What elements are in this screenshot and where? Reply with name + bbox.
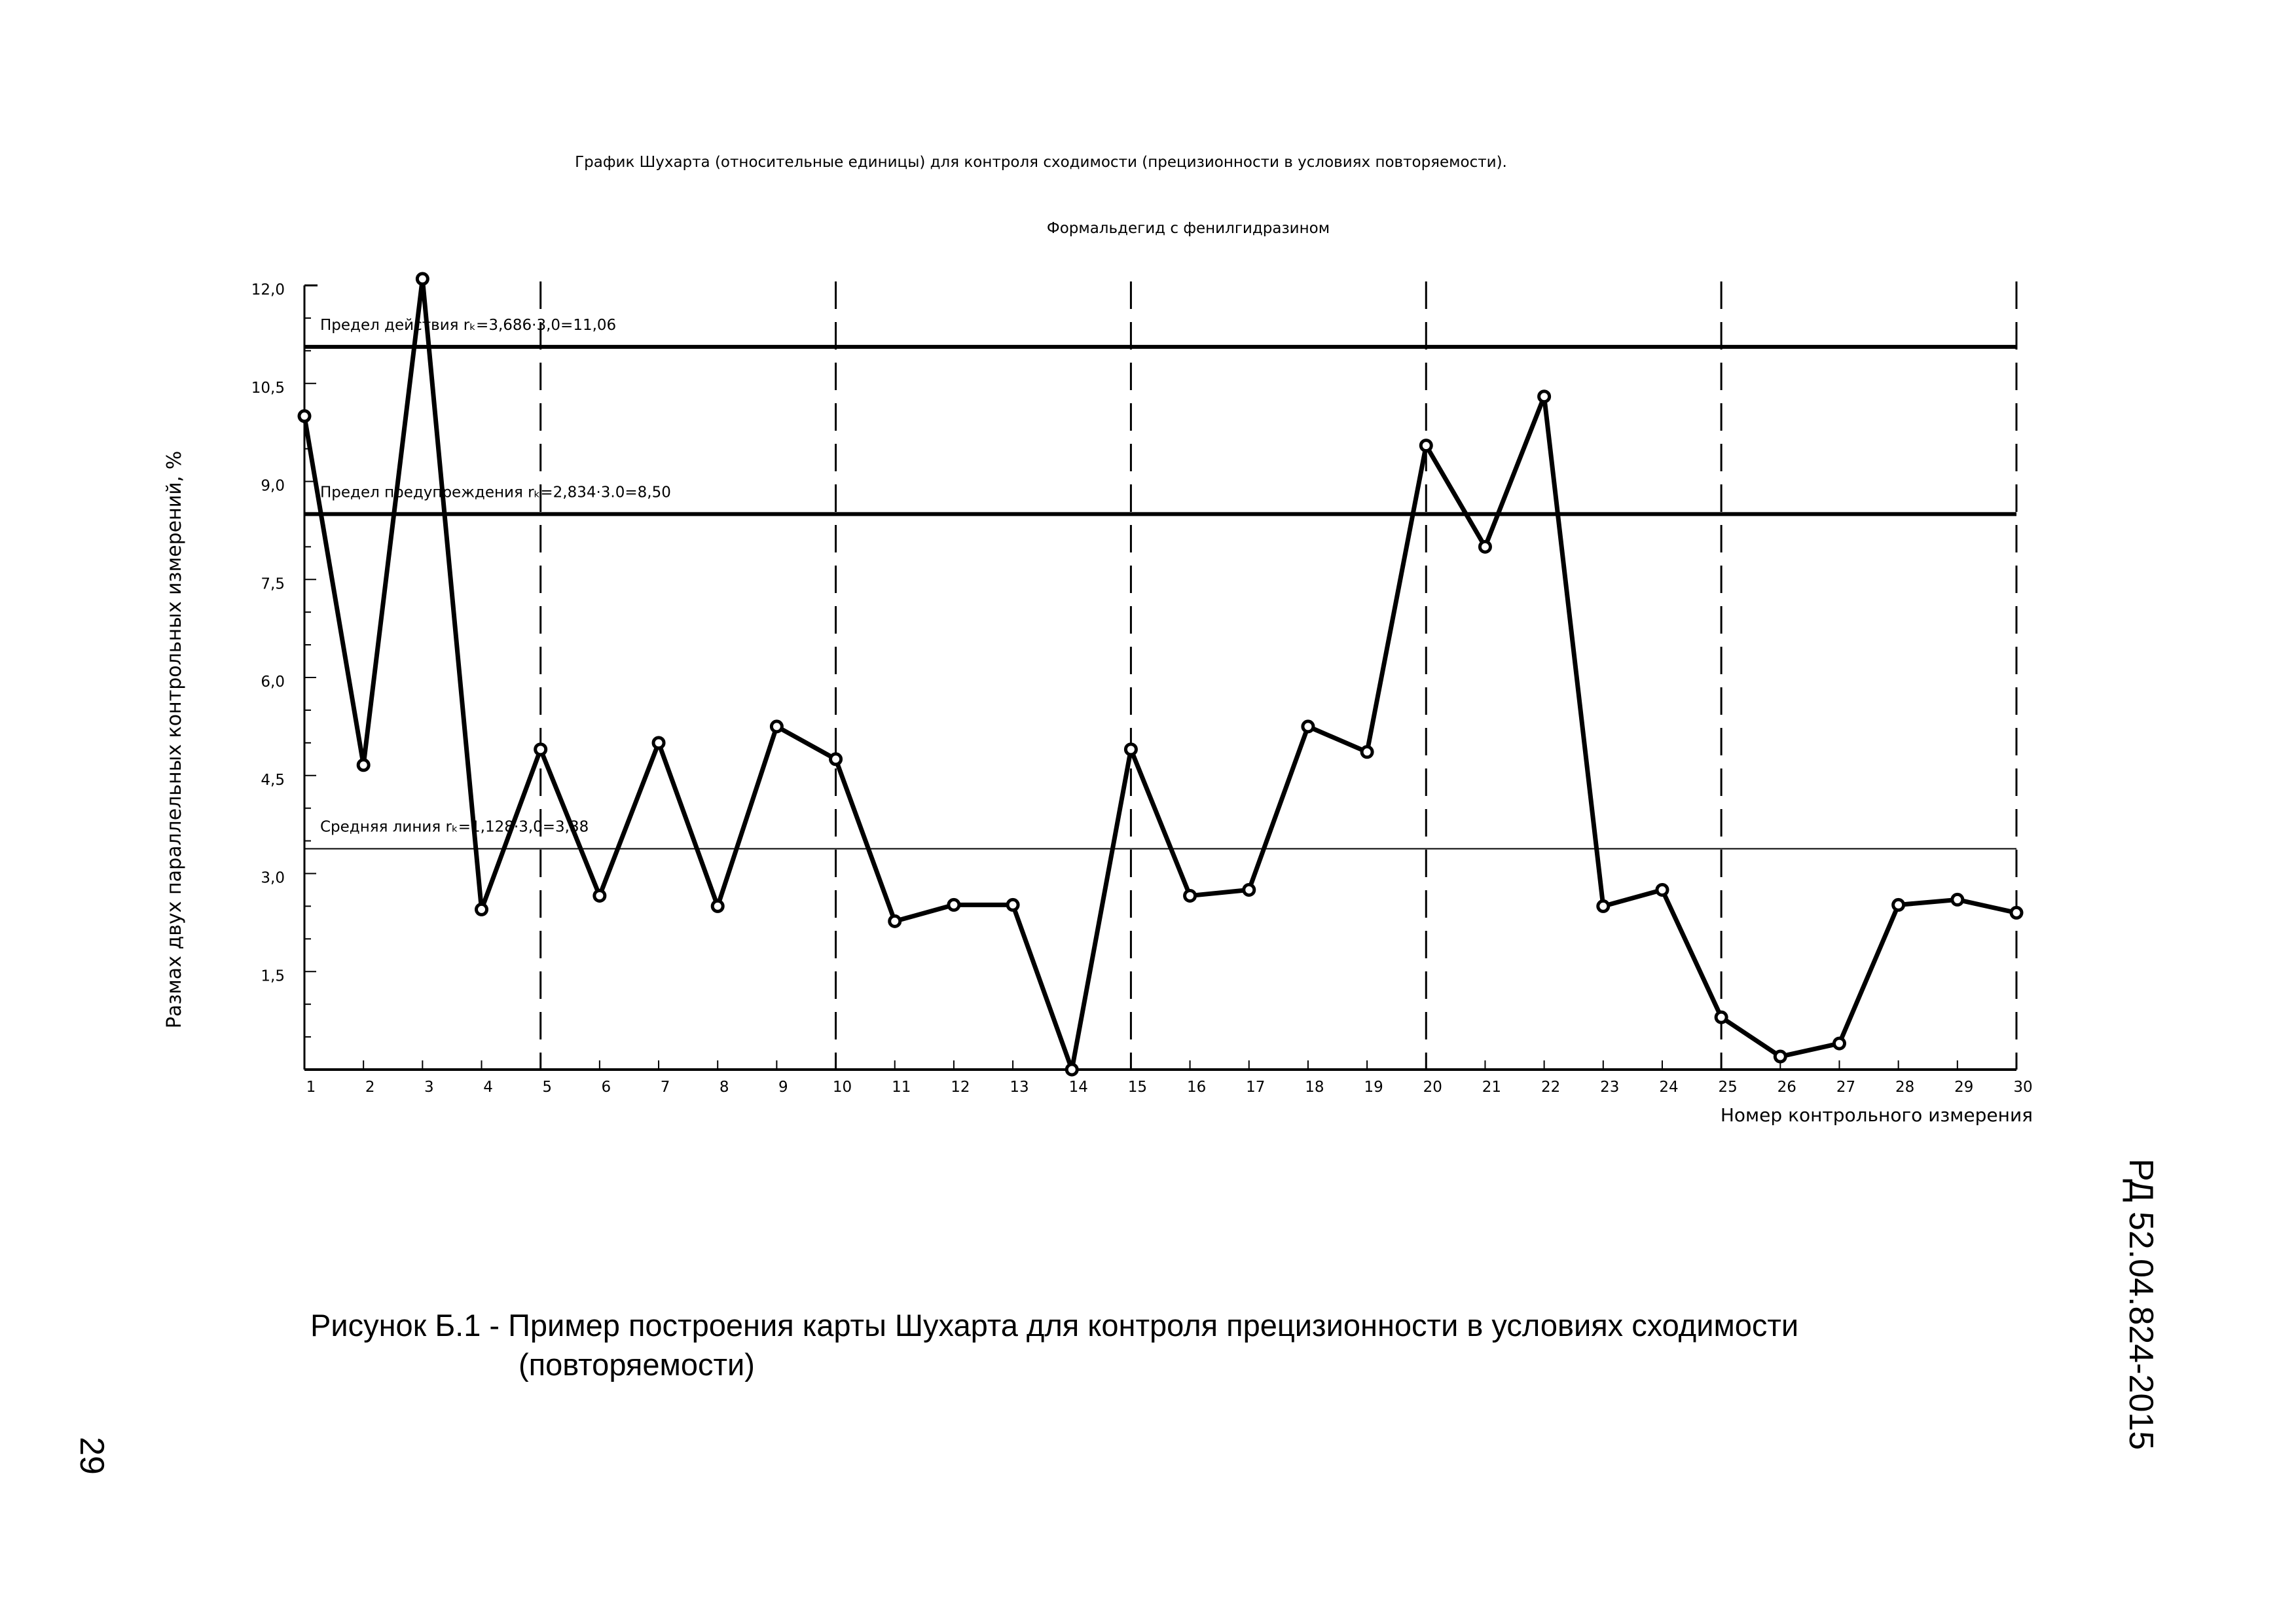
x-tick-label: 20 bbox=[1423, 1079, 1442, 1096]
series-line bbox=[302, 276, 2017, 1072]
figure-caption: Рисунок Б.1 - Пример построения карты Шу… bbox=[310, 1306, 1798, 1384]
data-point bbox=[1242, 882, 1256, 897]
x-tick-label: 8 bbox=[720, 1079, 729, 1096]
data-point bbox=[710, 899, 725, 913]
data-point bbox=[947, 897, 961, 912]
y-axis-label: Размах двух параллельных контрольных изм… bbox=[163, 451, 186, 1029]
page-number: 29 bbox=[73, 1437, 111, 1475]
data-point bbox=[829, 752, 843, 767]
x-tick-label: 4 bbox=[483, 1079, 493, 1096]
x-tick-label: 24 bbox=[1659, 1079, 1678, 1096]
y-tick-label: 6,0 bbox=[261, 674, 285, 691]
data-series bbox=[297, 272, 2024, 1077]
y-tick-label: 12,0 bbox=[251, 281, 285, 298]
x-tick-label: 27 bbox=[1836, 1079, 1855, 1096]
data-point bbox=[651, 736, 666, 750]
data-point bbox=[1419, 439, 1433, 453]
x-tick-label: 26 bbox=[1777, 1079, 1796, 1096]
x-tick-label: 22 bbox=[1541, 1079, 1560, 1096]
x-tick-label: 15 bbox=[1128, 1079, 1147, 1096]
data-point bbox=[2009, 905, 2024, 920]
x-tick-label: 12 bbox=[951, 1079, 970, 1096]
x-tick-label: 9 bbox=[778, 1079, 788, 1096]
caption-line-1: Рисунок Б.1 - Пример построения карты Шу… bbox=[310, 1308, 1799, 1343]
x-tick-label: 29 bbox=[1954, 1079, 1973, 1096]
data-point bbox=[1301, 719, 1315, 734]
x-tick-label: 19 bbox=[1364, 1079, 1383, 1096]
data-point bbox=[1006, 897, 1020, 912]
data-point bbox=[888, 914, 902, 928]
y-tick-label: 7,5 bbox=[261, 575, 285, 592]
data-point bbox=[769, 719, 784, 734]
x-tick-label: 6 bbox=[602, 1079, 611, 1096]
data-point bbox=[415, 272, 429, 286]
axes bbox=[303, 281, 2018, 1071]
x-tick-label: 13 bbox=[1010, 1079, 1029, 1096]
x-tick-label: 7 bbox=[661, 1079, 670, 1096]
x-tick-label: 25 bbox=[1718, 1079, 1737, 1096]
y-tick-label: 1,5 bbox=[261, 967, 285, 984]
data-point bbox=[1123, 742, 1138, 757]
reference-line-label: Предел предупреждения rₖ=2,834·3.0=8,50 bbox=[320, 484, 671, 501]
data-point bbox=[1183, 888, 1197, 903]
reference-line-label: Средняя линия rₖ=1,128·3,0=3,38 bbox=[320, 819, 589, 836]
x-tick-labels: 1 2 3 4 5 6 7 8 9 10 11 12 13 14 15 16 17 18 19 20 21 22 23 24 2… bbox=[306, 1079, 2033, 1096]
data-point bbox=[534, 742, 548, 757]
x-tick-label: 18 bbox=[1305, 1079, 1324, 1096]
x-tick-label: 1 bbox=[306, 1079, 316, 1096]
data-point bbox=[1950, 892, 1965, 907]
reference-line-label: Предел действия rₖ=3,686·3,0=11,06 bbox=[320, 317, 616, 334]
data-point bbox=[1832, 1036, 1846, 1051]
x-tick-label: 14 bbox=[1069, 1079, 1088, 1096]
x-tick-label: 5 bbox=[542, 1079, 552, 1096]
y-tick-label: 3,0 bbox=[261, 870, 285, 887]
y-tick-label: 9,0 bbox=[261, 478, 285, 495]
data-point bbox=[356, 758, 371, 772]
data-point bbox=[1596, 899, 1611, 913]
caption-line-2: (повторяемости) bbox=[519, 1347, 755, 1382]
y-tick-label: 10,5 bbox=[251, 380, 285, 397]
data-point bbox=[1537, 389, 1552, 404]
x-tick-label: 16 bbox=[1187, 1079, 1206, 1096]
data-point bbox=[475, 902, 489, 916]
y-tick-labels: 1,5 3,0 4,5 6,0 7,5 9,0 10,5 12,0 bbox=[251, 281, 285, 984]
x-tick-label: 28 bbox=[1895, 1079, 1914, 1096]
reference-lines: Предел действия rₖ=3,686·3,0=11,06 Предел… bbox=[304, 317, 2016, 850]
data-point bbox=[1714, 1010, 1728, 1024]
x-tick-label: 30 bbox=[2013, 1079, 2032, 1096]
data-point bbox=[297, 409, 312, 424]
data-point bbox=[1065, 1062, 1079, 1077]
x-tick-label: 21 bbox=[1482, 1079, 1501, 1096]
x-tick-label: 10 bbox=[833, 1079, 852, 1096]
document-code: РД 52.04.824-2015 bbox=[2122, 1159, 2160, 1451]
x-tick-label: 2 bbox=[365, 1079, 375, 1096]
data-point bbox=[1655, 882, 1669, 897]
data-point bbox=[1773, 1049, 1787, 1064]
data-point bbox=[1478, 539, 1492, 554]
x-tick-label: 23 bbox=[1600, 1079, 1619, 1096]
x-tick-label: 17 bbox=[1246, 1079, 1265, 1096]
x-tick-label: 11 bbox=[892, 1079, 911, 1096]
x-axis-label: Номер контрольного измерения bbox=[1721, 1104, 2033, 1126]
data-point bbox=[592, 888, 607, 903]
chart-title: График Шухарта (относительные единицы) д… bbox=[575, 154, 1507, 171]
data-point bbox=[1360, 745, 1374, 759]
x-tick-label: 3 bbox=[424, 1079, 434, 1096]
data-point bbox=[1891, 897, 1906, 912]
chart-subtitle: Формальдегид с фенилгидразином bbox=[1047, 220, 1330, 237]
y-tick-label: 4,5 bbox=[261, 772, 285, 789]
